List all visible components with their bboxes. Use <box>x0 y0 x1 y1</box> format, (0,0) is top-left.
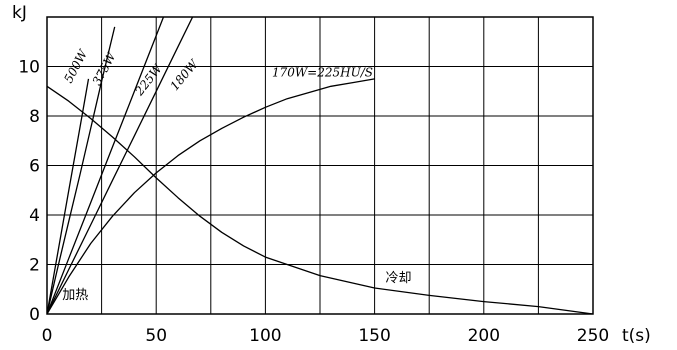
y-tick-label: 10 <box>18 58 40 78</box>
y-axis-label: kJ <box>12 3 27 23</box>
series-line-170w-225hu-s <box>47 78 375 314</box>
y-tick-label: 0 <box>29 305 40 325</box>
y-tick-label: 6 <box>29 157 40 177</box>
series-line-180w <box>47 17 194 314</box>
x-tick-label: 250 <box>577 326 609 346</box>
annotation-170w-225hu-s: 170W=225HU/S <box>272 65 373 79</box>
series-line-375w <box>47 26 116 314</box>
annotation-500w: 500W <box>61 46 91 85</box>
x-tick-label: 50 <box>145 326 167 346</box>
tick-labels: 0 50 100 150 200 250 0 2 4 6 8 10 <box>18 58 609 347</box>
annotation-heating: 加热 <box>62 288 88 303</box>
annotation-375w: 375W <box>90 49 120 88</box>
x-tick-label: 0 <box>42 326 53 346</box>
x-axis-label: t(s) <box>622 326 651 346</box>
y-tick-label: 4 <box>29 206 40 226</box>
series-lines <box>47 17 593 314</box>
x-tick-label: 200 <box>468 326 500 346</box>
y-tick-label: 8 <box>29 107 40 127</box>
grid <box>47 17 593 314</box>
annotation-180w: 180W <box>167 56 201 93</box>
x-tick-label: 100 <box>249 326 281 346</box>
series-line-cooling <box>47 85 593 314</box>
axes <box>46 16 594 315</box>
y-tick-label: 2 <box>29 256 40 276</box>
annotation-cooling: 冷却 <box>386 271 412 286</box>
series-line-225w <box>47 17 165 314</box>
x-tick-label: 150 <box>358 326 390 346</box>
plot-frame <box>46 16 594 315</box>
